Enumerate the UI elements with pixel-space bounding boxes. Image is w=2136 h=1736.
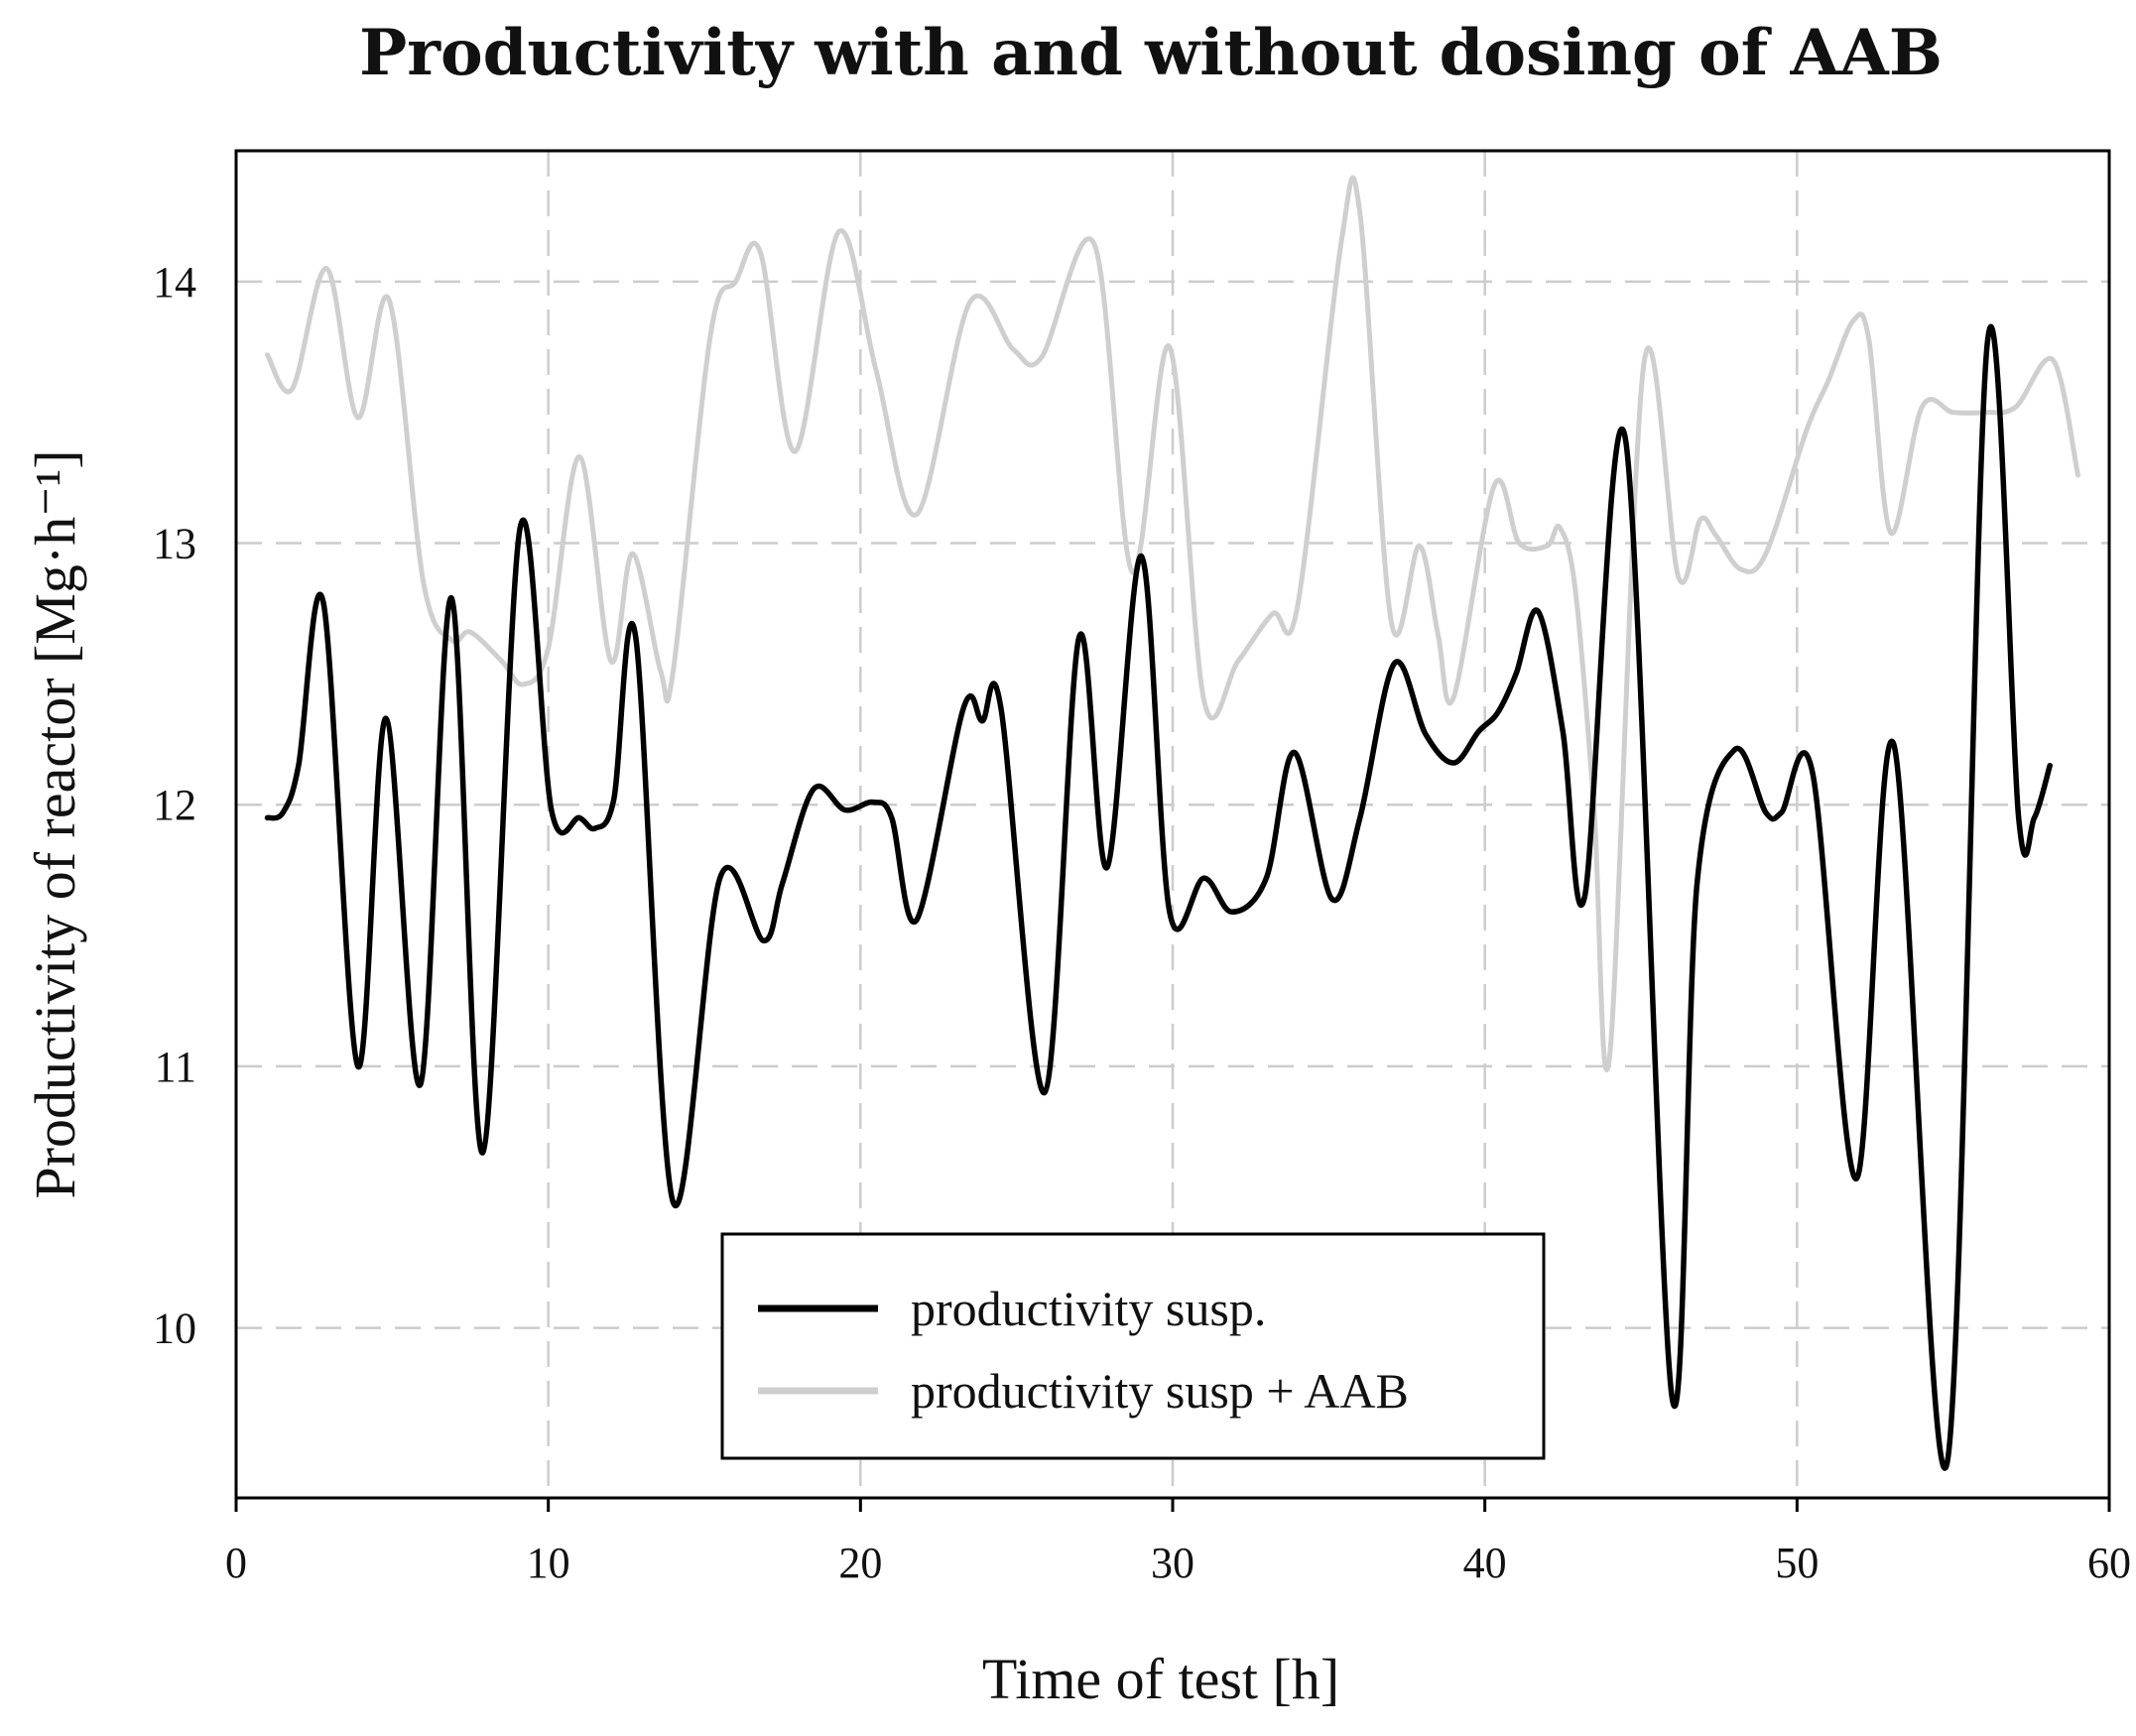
legend: productivity susp. productivity susp + A…: [720, 1232, 1546, 1460]
series-line-susp: [264, 323, 2053, 1471]
y-tick-label: 11: [155, 1043, 196, 1091]
y-axis-ticks: 10 11 12 13 14: [153, 258, 196, 1353]
x-tick-label: 60: [2087, 1539, 2131, 1587]
y-tick-label: 10: [153, 1304, 196, 1353]
x-tick-label: 40: [1463, 1539, 1507, 1587]
y-axis-label: Productivity of reactor [Mg·h⁻¹]: [23, 449, 87, 1198]
series-line-susp-aab: [265, 175, 2080, 1072]
x-axis-label: Time of test [h]: [982, 1647, 1339, 1711]
y-tick-label: 13: [153, 520, 196, 568]
legend-box: [720, 1232, 1546, 1460]
x-tick-label: 50: [1775, 1539, 1819, 1587]
chart-title: Productivity with and without dosing of …: [359, 16, 1943, 90]
x-axis-ticks: 0 10 20 30 40 50 60: [225, 1498, 2131, 1587]
x-tick-label: 10: [527, 1539, 570, 1587]
y-tick-label: 14: [153, 258, 196, 307]
legend-label-susp: productivity susp.: [911, 1281, 1266, 1336]
legend-label-susp-aab: productivity susp + AAB: [911, 1363, 1409, 1419]
x-tick-label: 0: [225, 1539, 247, 1587]
y-tick-label: 12: [153, 781, 196, 829]
x-tick-label: 20: [838, 1539, 882, 1587]
x-tick-label: 30: [1151, 1539, 1194, 1587]
series-layer: [264, 175, 2080, 1471]
